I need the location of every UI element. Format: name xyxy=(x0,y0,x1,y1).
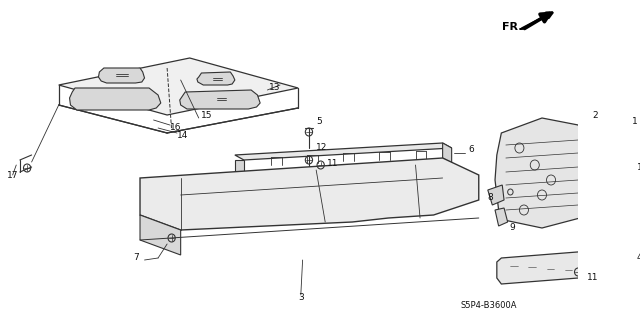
Text: 10: 10 xyxy=(637,164,640,173)
Text: 8: 8 xyxy=(488,194,493,203)
Text: 13: 13 xyxy=(269,83,281,92)
Polygon shape xyxy=(495,208,508,226)
Text: 16: 16 xyxy=(170,122,181,131)
Text: 1: 1 xyxy=(632,117,638,127)
Polygon shape xyxy=(495,118,586,228)
Text: 14: 14 xyxy=(177,130,188,139)
Polygon shape xyxy=(582,122,632,225)
Polygon shape xyxy=(59,58,298,115)
Text: 15: 15 xyxy=(200,110,212,120)
Polygon shape xyxy=(501,183,520,203)
Text: 7: 7 xyxy=(134,254,140,263)
Text: FR.: FR. xyxy=(502,22,523,32)
Text: 9: 9 xyxy=(509,224,515,233)
Text: 2: 2 xyxy=(593,110,598,120)
Text: 12: 12 xyxy=(316,144,328,152)
Polygon shape xyxy=(180,90,260,109)
Text: 11: 11 xyxy=(327,159,339,167)
Polygon shape xyxy=(140,158,479,230)
Text: 11: 11 xyxy=(587,273,598,283)
Polygon shape xyxy=(140,215,180,255)
Text: 5: 5 xyxy=(316,116,322,125)
Polygon shape xyxy=(70,88,161,110)
Text: 6: 6 xyxy=(468,145,474,154)
Polygon shape xyxy=(235,143,452,160)
Text: 17: 17 xyxy=(7,170,19,180)
Text: 3: 3 xyxy=(298,293,304,302)
Polygon shape xyxy=(497,248,632,284)
Text: S5P4-B3600A: S5P4-B3600A xyxy=(461,301,517,310)
Polygon shape xyxy=(488,185,504,205)
Polygon shape xyxy=(443,143,452,163)
Polygon shape xyxy=(235,160,244,175)
Text: 4: 4 xyxy=(637,254,640,263)
Polygon shape xyxy=(197,72,235,85)
Polygon shape xyxy=(99,68,145,83)
